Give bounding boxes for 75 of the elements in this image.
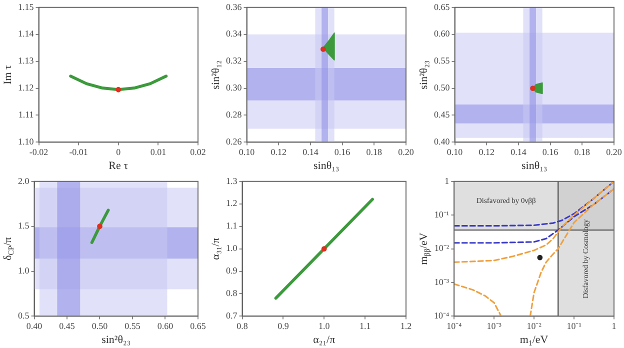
y-tick-label: 0.30 (226, 82, 242, 93)
y-tick-label: 1.14 (18, 28, 34, 39)
y-tick-label: 0.5 (18, 310, 30, 321)
x-tick-label: 0.01 (150, 146, 166, 157)
y-tick-label: 10⁻⁴ (434, 310, 450, 321)
x-tick-label: 0.12 (478, 146, 494, 157)
y-tick-label: 0.8 (226, 288, 238, 298)
y-tick-label: 1.2 (226, 198, 238, 208)
x-tick-label: 0.20 (398, 146, 414, 157)
y-axis-title: sin²θ₁₂ (210, 60, 222, 90)
x-tick-label: 0.16 (542, 146, 559, 157)
y-tick-label: 1.0 (226, 243, 238, 254)
y-tick-label: 0.34 (226, 28, 242, 39)
y-tick-label: 0.36 (226, 2, 242, 12)
y-tick-label: 0.60 (434, 28, 450, 39)
y-tick-label: 10⁻³ (434, 276, 450, 287)
y-tick-label: 1.13 (18, 56, 34, 66)
x-tick-label: 1.1 (359, 320, 371, 331)
x-tick-label: -0.02 (29, 146, 48, 157)
y-tick-label: 1 (444, 176, 450, 186)
x-tick-label: 0.12 (270, 146, 286, 157)
y-tick-label: 1.1 (226, 220, 238, 231)
x-tick-label: 0.45 (59, 320, 76, 331)
x-tick-label: 0.60 (157, 320, 174, 331)
x-tick-label: 1.2 (400, 320, 412, 331)
y-tick-label: 0.32 (226, 56, 242, 66)
y-axis-title: sin²θ₂₃ (418, 60, 430, 90)
x-tick-label: 10⁻⁴ (446, 320, 462, 331)
y-tick-label: 0.28 (226, 110, 242, 120)
x-axis-title: sin²θ₂₃ (102, 334, 131, 346)
y-tick-label: 1.11 (18, 110, 34, 120)
x-axis-title: Re τ (108, 160, 129, 172)
x-tick-label: 1 (612, 320, 616, 331)
x-tick-label: 0.18 (366, 146, 383, 157)
x-tick-label: 1.0 (318, 320, 330, 331)
x-tick-label: 0.16 (334, 146, 351, 157)
x-tick-label: 0.02 (190, 146, 206, 157)
y-tick-label: 0.26 (226, 136, 242, 147)
y-tick-label: 1.15 (18, 2, 34, 12)
y-tick-label: 2.0 (18, 176, 30, 186)
x-tick-label: -0.01 (69, 146, 88, 157)
x-tick-label: 10⁻² (526, 320, 542, 331)
y-tick-label: 0.40 (434, 136, 450, 147)
y-tick-label: 1.12 (18, 82, 34, 93)
x-tick-label: 0.50 (92, 320, 108, 331)
y-tick-label: 10⁻¹ (434, 209, 450, 220)
x-axis-title: sinθ₁₃ (313, 160, 340, 172)
y-tick-label: 0.65 (434, 2, 450, 12)
x-tick-label: 0.14 (510, 146, 527, 157)
x-tick-label: 0.10 (238, 146, 256, 157)
x-tick-label: 0.18 (574, 146, 591, 157)
y-tick-label: 1.0 (18, 266, 30, 276)
y-tick-label: 0.55 (434, 56, 450, 66)
x-tick-label: 0 (116, 146, 122, 157)
x-tick-label: 0.14 (302, 146, 319, 157)
x-tick-label: 0.40 (26, 320, 43, 331)
y-tick-label: 1.3 (226, 176, 238, 186)
x-axis-title: sinθ₁₃ (521, 160, 548, 172)
y-tick-label: 1.10 (18, 136, 34, 147)
y-axis-title: α₃₁/π (210, 237, 222, 260)
y-tick-label: 0.45 (434, 110, 450, 120)
y-tick-label: 10⁻² (434, 243, 450, 254)
y-tick-label: 1.5 (18, 220, 30, 231)
x-tick-label: 10⁻¹ (566, 320, 582, 331)
x-tick-label: 0.65 (190, 320, 206, 331)
y-tick-label: 0.50 (434, 82, 450, 93)
y-tick-label: 0.9 (226, 266, 238, 276)
x-tick-label: 0.9 (278, 320, 290, 331)
x-tick-label: 0.20 (606, 146, 622, 157)
x-tick-label: 0.10 (446, 146, 464, 157)
x-axis-title: α₂₁/π (313, 334, 336, 346)
y-tick-label: 0.7 (226, 310, 238, 321)
y-axis-title: Im τ (2, 64, 14, 84)
x-tick-label: 10⁻³ (486, 320, 502, 331)
x-tick-label: 0.55 (124, 320, 141, 331)
